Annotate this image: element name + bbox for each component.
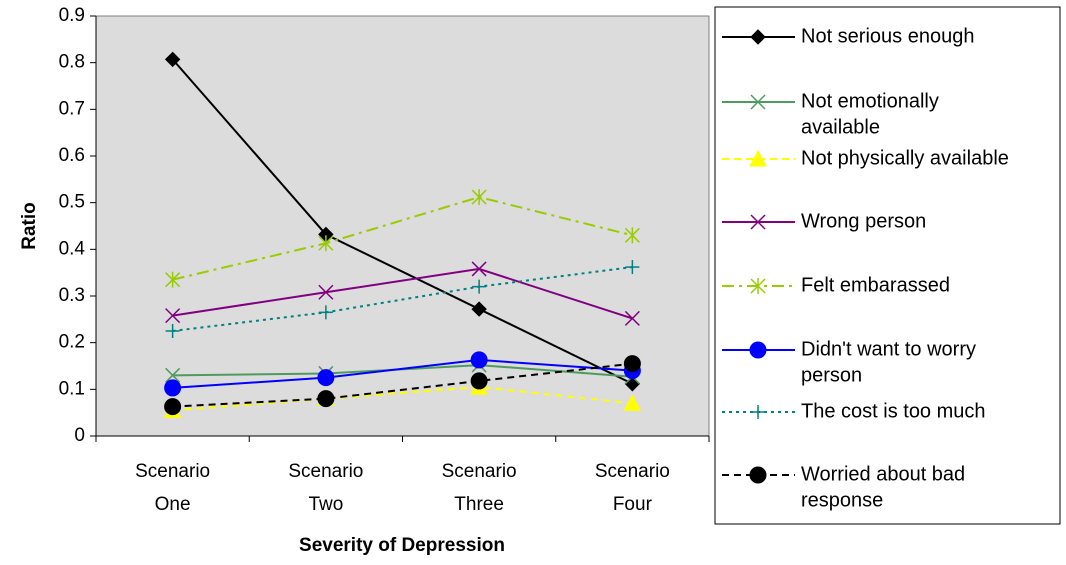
series-line	[172, 267, 633, 320]
data-point	[318, 235, 334, 252]
legend-item: Not serious enough	[722, 25, 974, 47]
legend-item: Not physically available	[722, 147, 1009, 169]
series-lines	[171, 58, 633, 412]
legend-label: person	[801, 364, 862, 386]
legend-label: Didn't want to worry	[801, 338, 976, 360]
data-point	[470, 372, 488, 390]
series-line	[172, 358, 633, 389]
data-point	[164, 379, 182, 397]
series-markers	[163, 51, 642, 418]
legend-item: Didn't want to worry person	[722, 338, 976, 386]
data-point	[624, 227, 640, 244]
y-tick-label: 0.8	[59, 52, 85, 73]
data-point	[472, 279, 487, 294]
legend-item: Wrong person	[722, 210, 926, 232]
data-point	[471, 189, 487, 206]
legend-box	[714, 6, 1061, 525]
y-tick-label: 0.2	[59, 332, 85, 353]
data-point	[317, 390, 335, 408]
x-tick-label: One	[155, 494, 191, 515]
data-point	[164, 51, 181, 68]
y-tick-label: 0.3	[59, 285, 85, 306]
data-point	[623, 355, 641, 373]
data-point	[625, 260, 640, 275]
y-tick-label: 0.6	[59, 145, 85, 166]
y-tick-label: 0.5	[59, 192, 85, 213]
data-point	[471, 261, 487, 277]
legend-label: Not emotionally	[801, 90, 939, 112]
legend-marker	[749, 466, 767, 484]
x-axis-title: Severity of Depression	[299, 535, 505, 556]
legend-marker	[751, 405, 765, 419]
series-line	[172, 266, 633, 332]
y-axis: 0 0.1 0.2 0.3 0.4 0.5 0.6 0.7 0.8 0.9	[59, 5, 97, 446]
data-point	[165, 324, 180, 338]
y-tick-label: 0.9	[59, 5, 85, 26]
series-line	[171, 58, 633, 385]
data-point	[623, 394, 642, 411]
legend-item: Not emotionally available	[722, 90, 939, 138]
legend-marker	[750, 94, 766, 110]
legend-label: Felt embarassed	[801, 274, 950, 296]
data-point	[317, 369, 335, 387]
legend-label: response	[801, 489, 883, 511]
legend-marker	[749, 149, 767, 167]
legend: Not serious enough Not emotionally availab…	[722, 25, 1009, 511]
legend-item: The cost is too much	[722, 400, 986, 422]
legend-marker	[750, 214, 766, 230]
data-point	[318, 284, 334, 300]
legend-marker	[750, 278, 766, 294]
legend-label: Not physically available	[801, 147, 1009, 169]
x-tick-label: Scenario	[595, 461, 670, 482]
y-tick-label: 0.7	[59, 98, 85, 119]
legend-marker	[749, 341, 767, 359]
legend-label: Not serious enough	[801, 25, 974, 47]
x-tick-label: Scenario	[288, 461, 363, 482]
x-tick-label: Scenario	[135, 461, 210, 482]
legend-label: Wrong person	[801, 210, 926, 232]
legend-label: The cost is too much	[801, 400, 986, 422]
data-point	[624, 310, 640, 326]
y-tick-label: 0.1	[59, 378, 85, 399]
x-axis: Scenario One Scenario Two Scenario Three Scena…	[95, 435, 710, 515]
data-point	[165, 271, 181, 288]
data-point	[471, 301, 487, 317]
legend-item: Worried about bad response	[722, 463, 965, 511]
y-axis-title: Ratio	[19, 202, 40, 250]
legend-label: available	[801, 116, 880, 138]
x-tick-label: Three	[454, 494, 504, 515]
y-tick-label: 0	[74, 425, 85, 446]
legend-item: Felt embarassed	[722, 274, 950, 296]
series-line	[172, 362, 633, 408]
data-point	[164, 398, 182, 416]
data-point	[318, 305, 333, 320]
series-line	[172, 196, 633, 281]
x-tick-label: Two	[308, 494, 343, 515]
plot-area	[95, 15, 710, 437]
y-tick-label: 0.4	[59, 238, 86, 259]
x-tick-label: Scenario	[442, 461, 517, 482]
legend-label: Worried about bad	[801, 463, 965, 485]
data-point	[470, 351, 488, 369]
series-line	[172, 385, 633, 412]
data-point	[165, 308, 181, 324]
data-point	[165, 367, 181, 383]
legend-marker	[750, 29, 766, 45]
x-tick-label: Four	[613, 494, 653, 515]
